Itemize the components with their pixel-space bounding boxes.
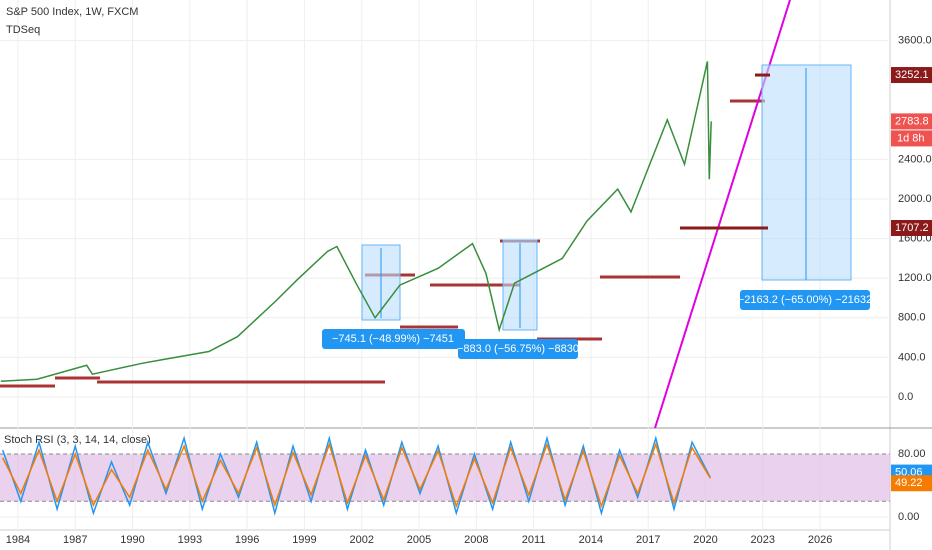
chart-title: S&P 500 Index, 1W, FXCM bbox=[6, 6, 138, 18]
measure-label-box bbox=[740, 290, 870, 310]
x-tick-label: 2002 bbox=[349, 534, 373, 546]
indicator-value-label: 49.22 bbox=[895, 477, 923, 489]
countdown-box bbox=[891, 130, 932, 147]
series-line bbox=[2, 442, 711, 509]
y-tick-label: 80.00 bbox=[898, 448, 926, 460]
level-label: 3252.1 bbox=[895, 69, 929, 81]
x-tick-label: 2020 bbox=[693, 534, 717, 546]
y-tick-label: 400.0 bbox=[898, 351, 926, 363]
y-tick-label: 800.0 bbox=[898, 312, 926, 324]
y-tick-label: 0.0 bbox=[898, 391, 913, 403]
level-label-box bbox=[891, 67, 932, 84]
y-tick-label: 0.00 bbox=[898, 511, 919, 523]
x-tick-label: 2011 bbox=[522, 534, 546, 546]
measure-label: −745.1 (−48.99%) −7451 bbox=[332, 333, 454, 345]
drawings bbox=[0, 0, 870, 429]
last-price-label-box bbox=[891, 113, 932, 130]
countdown: 1d 8h bbox=[897, 132, 925, 144]
x-tick-label: 1984 bbox=[6, 534, 30, 546]
indicator-title: Stoch RSI (3, 3, 14, 14, close) bbox=[4, 434, 151, 446]
last-price-label: 2783.8 bbox=[895, 115, 929, 127]
indicator-value-label-box bbox=[891, 475, 932, 492]
x-tick-label: 1993 bbox=[178, 534, 202, 546]
x-tick-label: 1999 bbox=[292, 534, 316, 546]
y-tick-label: 2400.0 bbox=[898, 153, 932, 165]
indicator-name: TDSeq bbox=[6, 24, 40, 36]
stoch-band bbox=[0, 453, 890, 502]
x-tick-label: 2005 bbox=[407, 534, 431, 546]
x-tick-label: 2014 bbox=[579, 534, 603, 546]
series-line bbox=[0, 61, 712, 382]
y-tick-label: 2000.0 bbox=[898, 193, 932, 205]
measure-label-box bbox=[322, 329, 465, 349]
x-tick-label: 1996 bbox=[235, 534, 259, 546]
y-tick-label: 1200.0 bbox=[898, 272, 932, 284]
measure-label: −883.0 (−56.75%) −8830 bbox=[457, 343, 579, 355]
level-label: 1707.2 bbox=[895, 222, 929, 234]
y-tick-label: 3600.0 bbox=[898, 34, 932, 46]
measure-label: −2163.2 (−65.00%) −21632 bbox=[738, 294, 872, 306]
x-tick-label: 2026 bbox=[808, 534, 832, 546]
x-tick-label: 2017 bbox=[636, 534, 660, 546]
measure-label-box bbox=[458, 339, 578, 359]
x-tick-label: 1987 bbox=[63, 534, 87, 546]
x-tick-label: 1990 bbox=[120, 534, 144, 546]
level-label-box bbox=[891, 219, 932, 236]
x-tick-label: 2023 bbox=[751, 534, 775, 546]
x-tick-label: 2008 bbox=[464, 534, 488, 546]
